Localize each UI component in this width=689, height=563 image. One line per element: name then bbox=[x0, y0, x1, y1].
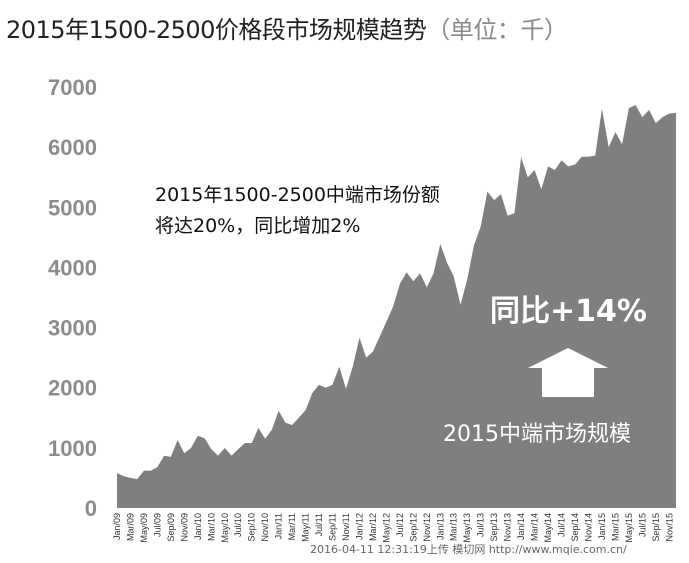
y-tick-label: 7000 bbox=[48, 75, 97, 100]
y-tick-label: 3000 bbox=[48, 316, 97, 341]
x-tick-label: Jul/13 bbox=[476, 513, 486, 537]
x-tick-label: Nov/14 bbox=[583, 513, 593, 542]
y-tick-label: 6000 bbox=[48, 135, 97, 160]
x-tick-label: Jan/12 bbox=[354, 513, 364, 540]
chart-title-main: 2015年1500-2500价格段市场规模趋势 bbox=[6, 16, 427, 44]
x-tick-label: Jan/13 bbox=[435, 513, 445, 540]
y-axis: 7000 6000 5000 4000 3000 2000 1000 0 bbox=[48, 75, 97, 521]
x-tick-label: May/15 bbox=[624, 513, 634, 543]
x-tick-label: Jul/15 bbox=[637, 513, 647, 537]
x-tick-label: Nov/12 bbox=[422, 513, 432, 542]
annotation-share-line1: 2015年1500-2500中端市场份额 bbox=[155, 184, 440, 206]
y-tick-label: 4000 bbox=[48, 255, 97, 280]
x-tick-label: Nov/15 bbox=[664, 513, 674, 542]
x-tick-label: May/10 bbox=[220, 513, 230, 543]
x-tick-label: Sep/11 bbox=[328, 513, 338, 541]
up-arrow-icon bbox=[528, 348, 608, 397]
x-tick-label: Jul/14 bbox=[557, 513, 567, 537]
x-tick-label: Jan/11 bbox=[274, 513, 284, 539]
x-tick-label: Mar/13 bbox=[449, 513, 459, 541]
x-tick-label: Mar/09 bbox=[125, 513, 135, 541]
area-layer bbox=[117, 105, 676, 508]
annotation-scale-label: 2015中端市场规模 bbox=[443, 422, 631, 447]
y-tick-label: 2000 bbox=[48, 376, 97, 401]
x-tick-label: Jul/09 bbox=[152, 513, 162, 537]
x-tick-label: Jan/14 bbox=[516, 513, 526, 540]
x-axis: Jan/09 Mar/09 May/09 Jul/09 Sep/09 Nov/09 Jan/… bbox=[112, 513, 674, 543]
watermark: 2016-04-11 12:31:19上传 模切网 http://www.mqi… bbox=[310, 543, 627, 556]
y-tick-label: 5000 bbox=[48, 195, 97, 220]
x-tick-label: May/12 bbox=[381, 513, 391, 543]
x-tick-label: May/11 bbox=[301, 513, 311, 542]
x-tick-label: Nov/11 bbox=[341, 513, 351, 541]
y-tick-label: 0 bbox=[85, 496, 97, 521]
x-tick-label: Sep/09 bbox=[166, 513, 176, 542]
annotation-share-line2: 将达20%，同比增加2% bbox=[155, 215, 360, 237]
x-tick-label: May/14 bbox=[543, 513, 553, 543]
x-tick-label: Sep/13 bbox=[489, 513, 499, 542]
y-tick-label: 1000 bbox=[48, 436, 97, 461]
x-tick-label: Jul/11 bbox=[314, 513, 324, 536]
x-tick-label: Nov/10 bbox=[260, 513, 270, 542]
x-tick-label: Jan/15 bbox=[597, 513, 607, 540]
x-tick-label: Jan/09 bbox=[112, 513, 122, 540]
x-tick-label: Sep/15 bbox=[651, 513, 661, 542]
x-tick-label: Nov/13 bbox=[503, 513, 513, 542]
x-tick-label: Mar/10 bbox=[206, 513, 216, 541]
x-tick-label: Sep/14 bbox=[570, 513, 580, 542]
x-tick-label: Jan/10 bbox=[193, 513, 203, 540]
chart-title: 2015年1500-2500价格段市场规模趋势（单位：千） bbox=[6, 10, 568, 45]
x-tick-label: Mar/11 bbox=[287, 513, 297, 540]
x-tick-label: Jul/10 bbox=[233, 513, 243, 537]
x-tick-label: Mar/14 bbox=[530, 513, 540, 541]
x-tick-label: Mar/12 bbox=[368, 513, 378, 541]
annotation-group: 2015年1500-2500中端市场份额 将达20%，同比增加2% 同比+14%… bbox=[155, 184, 647, 447]
x-tick-label: Mar/15 bbox=[610, 513, 620, 541]
market-size-area bbox=[117, 105, 676, 508]
x-tick-label: Nov/09 bbox=[179, 513, 189, 542]
x-tick-label: Sep/10 bbox=[247, 513, 257, 542]
chart-title-unit: （单位：千） bbox=[426, 16, 568, 44]
annotation-yoy-growth: 同比+14% bbox=[490, 294, 647, 329]
x-tick-label: Sep/12 bbox=[408, 513, 418, 542]
x-tick-label: May/09 bbox=[139, 513, 149, 543]
x-tick-label: May/13 bbox=[462, 513, 472, 543]
x-tick-label: Jul/12 bbox=[395, 513, 405, 537]
